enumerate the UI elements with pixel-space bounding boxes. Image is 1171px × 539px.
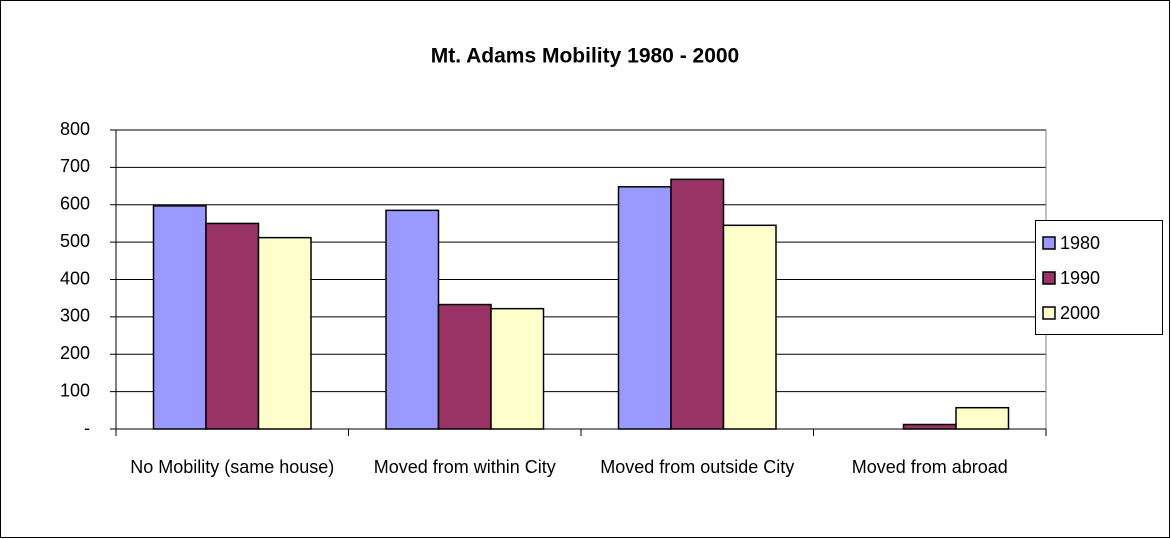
bar — [385, 209, 440, 430]
legend-label: 1990 — [1060, 268, 1100, 288]
y-tick-label: 800 — [60, 119, 90, 139]
y-tick-label: 200 — [60, 343, 90, 363]
legend-label: 1980 — [1060, 233, 1100, 253]
bar — [617, 186, 672, 430]
bar — [722, 224, 777, 430]
legend-swatch — [1042, 236, 1056, 250]
bar — [205, 222, 260, 430]
chart-title: Mt. Adams Mobility 1980 - 2000 — [431, 45, 740, 68]
y-tick-label: - — [84, 418, 90, 438]
bar — [257, 236, 312, 430]
x-tick-label: Moved from within City — [373, 457, 556, 477]
legend-swatch — [1042, 306, 1056, 320]
bar — [490, 307, 545, 430]
bar — [955, 406, 1010, 430]
legend-swatch — [1042, 271, 1056, 285]
legend-box — [1035, 220, 1163, 335]
x-tick-label: Moved from abroad — [851, 457, 1008, 477]
x-tick-label: Moved from outside City — [600, 457, 795, 477]
y-tick-label: 700 — [60, 156, 90, 176]
legend-label: 2000 — [1060, 303, 1100, 323]
bar — [437, 303, 492, 430]
y-tick-label: 600 — [60, 194, 90, 214]
y-tick-label: 400 — [60, 268, 90, 288]
bar — [902, 423, 957, 430]
x-tick-label: No Mobility (same house) — [130, 457, 335, 477]
y-tick-label: 300 — [60, 306, 90, 326]
bar — [152, 205, 207, 430]
y-tick-label: 500 — [60, 231, 90, 251]
bar — [670, 178, 725, 430]
y-tick-label: 100 — [60, 380, 90, 400]
